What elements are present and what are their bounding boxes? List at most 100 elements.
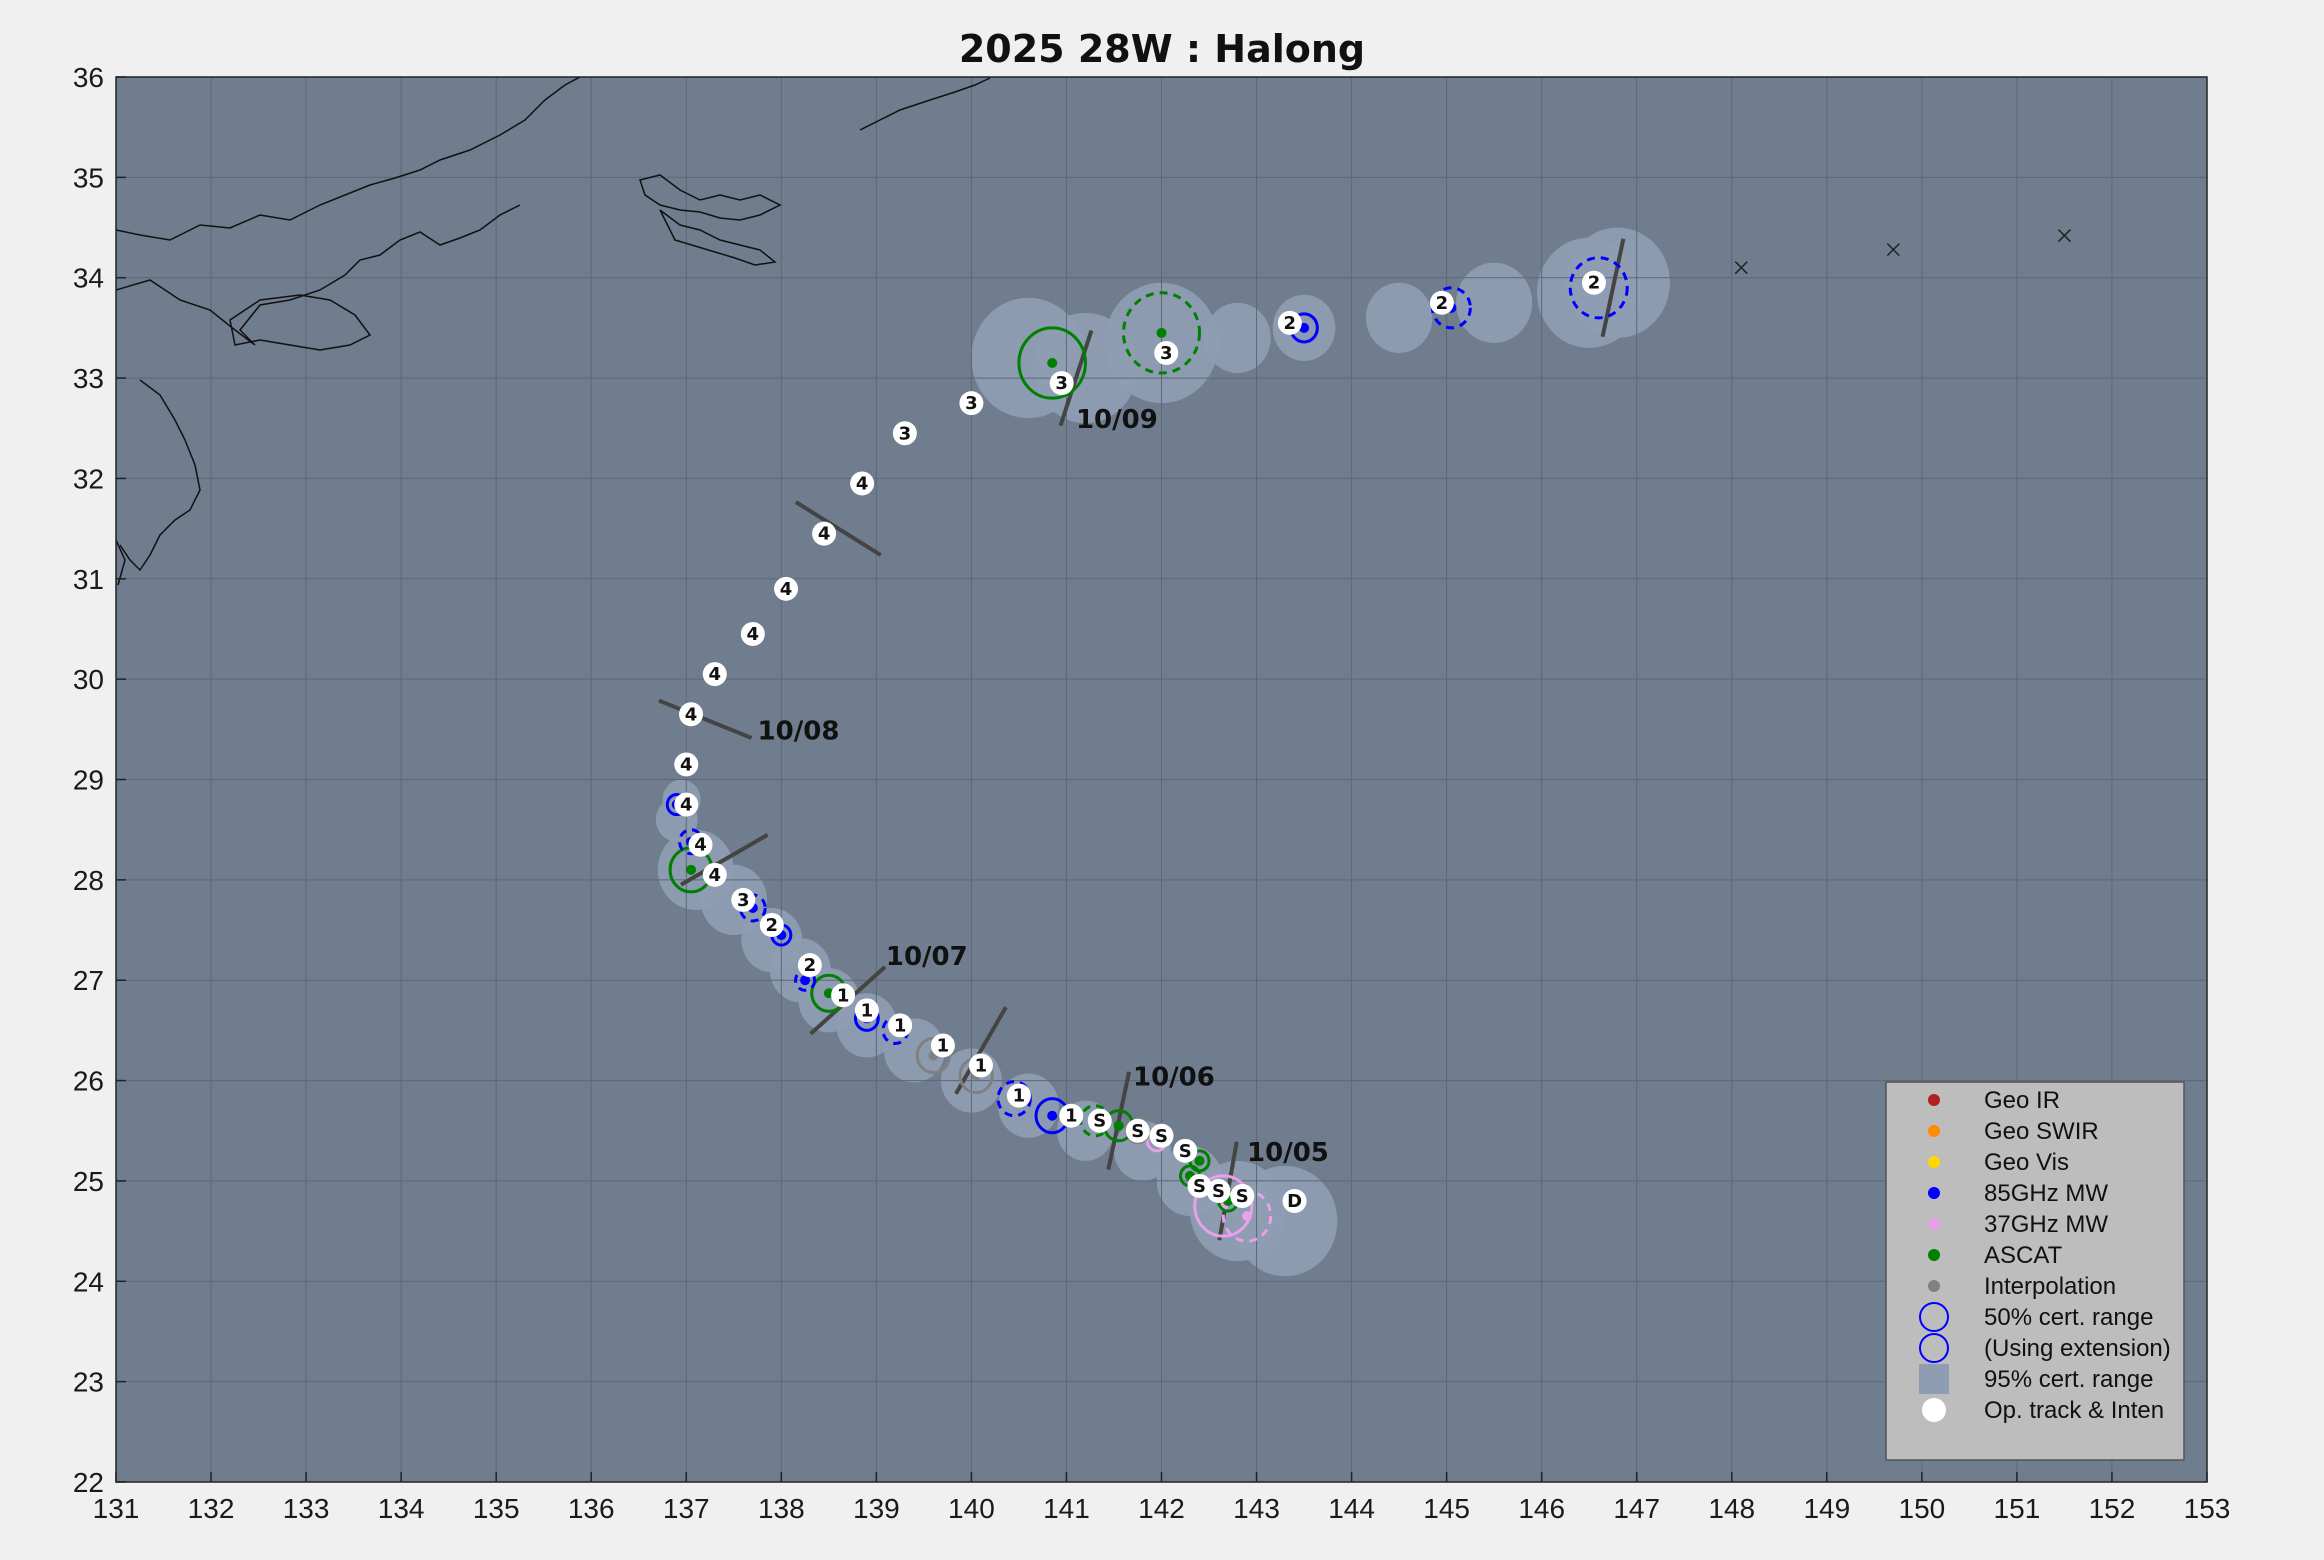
coastline-segment xyxy=(859,77,991,131)
legend-marker xyxy=(1922,1398,1946,1422)
legend-marker xyxy=(1919,1302,1949,1332)
legend-marker xyxy=(1928,1187,1940,1199)
op-track-point xyxy=(1173,1138,1198,1163)
op-track-point xyxy=(702,662,727,687)
forecast-markers xyxy=(1734,229,2071,275)
date-label: 10/07 xyxy=(886,942,968,972)
fix-mw85-circle xyxy=(1568,256,1629,320)
op-track-intensity: 4 xyxy=(694,835,707,856)
date-label: 10/06 xyxy=(1133,1063,1215,1093)
legend-marker xyxy=(1928,1218,1940,1230)
op-track-point xyxy=(1206,1178,1231,1203)
op-track-point xyxy=(1429,290,1454,315)
op-track-point xyxy=(679,702,704,727)
op-track-intensity: 4 xyxy=(685,704,698,725)
op-track-intensity: 1 xyxy=(1013,1086,1026,1107)
op-track-intensity: 4 xyxy=(780,579,793,600)
y-tick-label: 27 xyxy=(73,965,104,996)
op-track-intensity: S xyxy=(1155,1126,1168,1147)
op-track-point xyxy=(1087,1108,1112,1133)
op-track-intensity: D xyxy=(1287,1191,1302,1212)
op-track-intensity: 4 xyxy=(709,664,722,685)
x-tick-label: 148 xyxy=(1708,1493,1755,1524)
x-tick-label: 138 xyxy=(758,1493,805,1524)
op-track-point xyxy=(759,913,784,938)
legend-marker xyxy=(1919,1364,1949,1394)
y-tick-label: 28 xyxy=(73,865,104,896)
fix-mw85-dot xyxy=(1299,322,1310,333)
x-tick-label: 146 xyxy=(1518,1493,1565,1524)
legend-label: Geo SWIR xyxy=(1984,1118,2099,1145)
x-tick-label: 131 xyxy=(93,1493,140,1524)
coastline-segment xyxy=(639,174,782,221)
x-tick-label: 152 xyxy=(2089,1493,2136,1524)
op-track-intensity: S xyxy=(1179,1141,1192,1162)
x-tick-label: 133 xyxy=(283,1493,330,1524)
day-ticks xyxy=(658,238,1626,1241)
op-track-intensity: 2 xyxy=(1436,293,1449,314)
legend-label: (Using extension) xyxy=(1984,1335,2171,1362)
op-track-intensity: 1 xyxy=(1065,1106,1078,1127)
op-track-intensity: S xyxy=(1212,1181,1225,1202)
y-tick-label: 31 xyxy=(73,564,104,595)
day-tick xyxy=(658,698,753,740)
fix-mw37-dot xyxy=(1242,1211,1253,1222)
op-track-intensity: S xyxy=(1093,1111,1106,1132)
day-tick xyxy=(1106,1071,1132,1171)
legend-marker xyxy=(1928,1249,1940,1261)
y-tick-label: 23 xyxy=(73,1367,104,1398)
y-tick-label: 30 xyxy=(73,664,104,695)
x-tick-label: 144 xyxy=(1328,1493,1375,1524)
day-tick xyxy=(679,833,769,887)
op-track-point xyxy=(1149,1123,1174,1148)
coastline-segment xyxy=(229,294,372,351)
y-tick-label: 34 xyxy=(73,263,104,294)
x-tick-label: 141 xyxy=(1043,1493,1090,1524)
op-track-point xyxy=(968,1053,993,1078)
day-tick xyxy=(1600,238,1626,338)
date-label: 10/05 xyxy=(1247,1138,1329,1168)
x-tick-label: 150 xyxy=(1899,1493,1946,1524)
legend-label: 37GHz MW xyxy=(1984,1211,2108,1238)
x-tick-label: 153 xyxy=(2184,1493,2231,1524)
legend-label: 85GHz MW xyxy=(1984,1180,2108,1207)
op-track-intensity: 3 xyxy=(1055,373,1068,394)
op-track-intensity: 3 xyxy=(899,423,912,444)
op-track-point xyxy=(731,887,756,912)
day-tick xyxy=(794,500,882,557)
op-track-point xyxy=(1059,1103,1084,1128)
op-track-point xyxy=(812,521,837,546)
date-label: 10/08 xyxy=(758,716,840,746)
op-track-intensity: 2 xyxy=(804,955,817,976)
x-tick-label: 147 xyxy=(1613,1493,1660,1524)
op-track-intensity: 1 xyxy=(937,1035,950,1056)
envelope-disc xyxy=(1456,262,1533,343)
legend: Geo IR Geo SWIR Geo Vis 85GHz MW 37GHz MW ASC… xyxy=(1885,1081,2185,1461)
op-track-intensity: 4 xyxy=(856,473,869,494)
y-tick-label: 26 xyxy=(73,1066,104,1097)
legend-marker xyxy=(1928,1280,1940,1292)
chart-title: 2025 28W : Halong xyxy=(959,27,1365,71)
op-track-point xyxy=(702,862,727,887)
op-track-intensity: 3 xyxy=(737,890,750,911)
op-track-point xyxy=(888,1013,913,1038)
op-track-point xyxy=(959,391,984,416)
x-tick-label: 140 xyxy=(948,1493,995,1524)
x-tick-label: 143 xyxy=(1233,1493,1280,1524)
day-tick xyxy=(1058,329,1094,427)
op-track-intensity: S xyxy=(1236,1186,1249,1207)
op-track-point xyxy=(740,621,765,646)
forecast-x-marker xyxy=(2057,229,2071,243)
op-track-point xyxy=(1125,1118,1150,1143)
op-track-intensity: 2 xyxy=(1588,273,1601,294)
op-track-point xyxy=(1230,1183,1255,1208)
op-track-intensity: 1 xyxy=(861,1000,874,1021)
op-track-point xyxy=(774,576,799,601)
op-track-intensity: 2 xyxy=(766,915,779,936)
op-track-point xyxy=(850,471,875,496)
y-tick-label: 35 xyxy=(73,162,104,193)
op-track-point xyxy=(674,752,699,777)
coastline-segment xyxy=(116,77,581,241)
